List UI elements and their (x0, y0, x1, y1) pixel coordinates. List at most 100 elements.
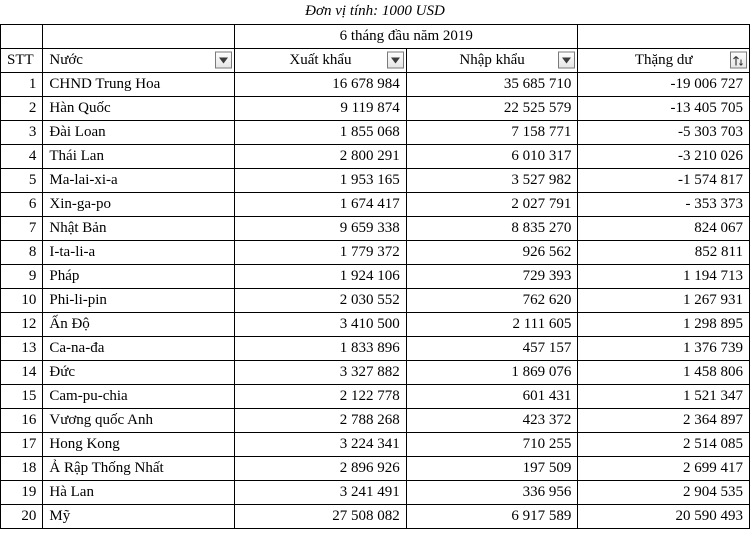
cell-stt: 14 (1, 360, 43, 384)
cell-nhapkhau: 6 917 589 (406, 504, 578, 528)
cell-nuoc: Nhật Bản (43, 216, 235, 240)
cell-stt: 9 (1, 264, 43, 288)
cell-thangdu: 852 811 (578, 240, 750, 264)
cell-thangdu: 2 514 085 (578, 432, 750, 456)
filter-dropdown-icon[interactable] (387, 52, 404, 69)
cell-thangdu: 1 267 931 (578, 288, 750, 312)
cell-thangdu: 2 904 535 (578, 480, 750, 504)
cell-stt: 17 (1, 432, 43, 456)
table-row: 19Hà Lan3 241 491 336 9562 904 535 (1, 480, 750, 504)
col-header-label: Nước (49, 52, 83, 69)
cell-nhapkhau: 926 562 (406, 240, 578, 264)
period-label: 6 tháng đầu năm 2019 (235, 24, 578, 48)
col-header-nuoc: Nước (43, 48, 235, 72)
sort-ascending-icon[interactable] (730, 52, 747, 69)
cell-xuatkhau: 1 779 372 (235, 240, 407, 264)
cell-xuatkhau: 1 924 106 (235, 264, 407, 288)
filter-dropdown-icon[interactable] (215, 52, 232, 69)
cell-nuoc: Hàn Quốc (43, 96, 235, 120)
cell-nhapkhau: 2 111 605 (406, 312, 578, 336)
cell-thangdu: -5 303 703 (578, 120, 750, 144)
col-header-thangdu: Thặng dư (578, 48, 750, 72)
table-row: 12Ấn Độ3 410 5002 111 6051 298 895 (1, 312, 750, 336)
col-header-label: STT (7, 52, 34, 69)
table-row: 13Ca-na-đa1 833 896 457 1571 376 739 (1, 336, 750, 360)
cell-nuoc: Thái Lan (43, 144, 235, 168)
cell-xuatkhau: 9 119 874 (235, 96, 407, 120)
cell-thangdu: 2 364 897 (578, 408, 750, 432)
cell-stt: 10 (1, 288, 43, 312)
blank-cell (1, 24, 43, 48)
cell-stt: 19 (1, 480, 43, 504)
table-row: 14Đức3 327 8821 869 0761 458 806 (1, 360, 750, 384)
table-row: 7Nhật Bản9 659 3388 835 270 824 067 (1, 216, 750, 240)
cell-nhapkhau: 1 869 076 (406, 360, 578, 384)
unit-row: Đơn vị tính: 1000 USD (1, 0, 750, 24)
table-row: 1CHND Trung Hoa16 678 98435 685 710-19 0… (1, 72, 750, 96)
filter-dropdown-icon[interactable] (558, 52, 575, 69)
cell-stt: 8 (1, 240, 43, 264)
cell-stt: 20 (1, 504, 43, 528)
cell-nhapkhau: 423 372 (406, 408, 578, 432)
cell-stt: 2 (1, 96, 43, 120)
cell-nuoc: Cam-pu-chia (43, 384, 235, 408)
cell-xuatkhau: 27 508 082 (235, 504, 407, 528)
table-row: 3Đài Loan1 855 0687 158 771-5 303 703 (1, 120, 750, 144)
table-row: 4Thái Lan2 800 2916 010 317-3 210 026 (1, 144, 750, 168)
cell-nuoc: Ấn Độ (43, 312, 235, 336)
cell-nuoc: Hong Kong (43, 432, 235, 456)
cell-thangdu: 1 376 739 (578, 336, 750, 360)
cell-xuatkhau: 1 674 417 (235, 192, 407, 216)
table-row: 17Hong Kong3 224 341 710 2552 514 085 (1, 432, 750, 456)
cell-nhapkhau: 3 527 982 (406, 168, 578, 192)
cell-nuoc: Vương quốc Anh (43, 408, 235, 432)
cell-nhapkhau: 710 255 (406, 432, 578, 456)
cell-thangdu: - 353 373 (578, 192, 750, 216)
cell-nhapkhau: 336 956 (406, 480, 578, 504)
cell-nuoc: Đức (43, 360, 235, 384)
cell-nhapkhau: 6 010 317 (406, 144, 578, 168)
cell-stt: 1 (1, 72, 43, 96)
cell-xuatkhau: 1 953 165 (235, 168, 407, 192)
cell-nhapkhau: 197 509 (406, 456, 578, 480)
cell-thangdu: 824 067 (578, 216, 750, 240)
cell-stt: 7 (1, 216, 43, 240)
cell-thangdu: 1 298 895 (578, 312, 750, 336)
cell-nhapkhau: 601 431 (406, 384, 578, 408)
cell-thangdu: 20 590 493 (578, 504, 750, 528)
col-header-xuatkhau: Xuất khẩu (235, 48, 407, 72)
table-row: 10Phi-li-pin2 030 552 762 6201 267 931 (1, 288, 750, 312)
cell-xuatkhau: 1 833 896 (235, 336, 407, 360)
col-header-nhapkhau: Nhập khẩu (406, 48, 578, 72)
unit-label: Đơn vị tính: 1000 USD (1, 0, 750, 24)
table-row: 16Vương quốc Anh2 788 268 423 3722 364 8… (1, 408, 750, 432)
cell-xuatkhau: 2 896 926 (235, 456, 407, 480)
table-row: 5Ma-lai-xi-a1 953 1653 527 982-1 574 817 (1, 168, 750, 192)
cell-nhapkhau: 8 835 270 (406, 216, 578, 240)
table-row: 9Pháp1 924 106 729 3931 194 713 (1, 264, 750, 288)
cell-xuatkhau: 2 788 268 (235, 408, 407, 432)
cell-xuatkhau: 2 800 291 (235, 144, 407, 168)
cell-nhapkhau: 2 027 791 (406, 192, 578, 216)
cell-nhapkhau: 22 525 579 (406, 96, 578, 120)
cell-nuoc: Xin-ga-po (43, 192, 235, 216)
cell-nhapkhau: 35 685 710 (406, 72, 578, 96)
cell-nuoc: Ma-lai-xi-a (43, 168, 235, 192)
cell-xuatkhau: 2 030 552 (235, 288, 407, 312)
table-row: 20Mỹ27 508 0826 917 58920 590 493 (1, 504, 750, 528)
cell-thangdu: -3 210 026 (578, 144, 750, 168)
blank-cell (578, 24, 750, 48)
cell-stt: 4 (1, 144, 43, 168)
cell-nhapkhau: 729 393 (406, 264, 578, 288)
cell-xuatkhau: 3 327 882 (235, 360, 407, 384)
table-row: 8I-ta-li-a1 779 372 926 562 852 811 (1, 240, 750, 264)
period-row: 6 tháng đầu năm 2019 (1, 24, 750, 48)
cell-nuoc: Phi-li-pin (43, 288, 235, 312)
cell-thangdu: -13 405 705 (578, 96, 750, 120)
table-row: 6Xin-ga-po1 674 4172 027 791- 353 373 (1, 192, 750, 216)
cell-nhapkhau: 762 620 (406, 288, 578, 312)
cell-xuatkhau: 2 122 778 (235, 384, 407, 408)
cell-nuoc: Ả Rập Thống Nhất (43, 456, 235, 480)
cell-xuatkhau: 9 659 338 (235, 216, 407, 240)
cell-xuatkhau: 3 410 500 (235, 312, 407, 336)
